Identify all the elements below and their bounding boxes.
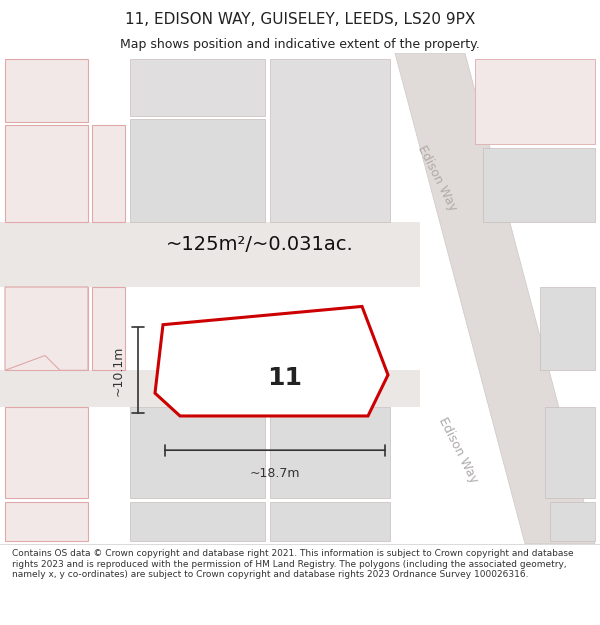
Bar: [0, 371, 420, 407]
Bar: [270, 501, 390, 541]
Polygon shape: [5, 287, 88, 371]
Bar: [475, 59, 595, 144]
Polygon shape: [395, 53, 595, 544]
Bar: [130, 501, 265, 541]
Text: ~125m²/~0.031ac.: ~125m²/~0.031ac.: [166, 235, 353, 254]
Text: ~10.1m: ~10.1m: [112, 345, 125, 396]
Bar: [550, 501, 595, 541]
Bar: [130, 119, 265, 222]
Bar: [483, 148, 595, 222]
Bar: [540, 287, 595, 371]
Bar: [130, 59, 265, 116]
Bar: [545, 407, 595, 498]
Text: Edison Way: Edison Way: [415, 144, 459, 214]
Bar: [0, 222, 420, 287]
Text: ~18.7m: ~18.7m: [250, 466, 300, 479]
Bar: [130, 407, 265, 498]
Polygon shape: [5, 59, 88, 122]
Bar: [270, 407, 390, 498]
Polygon shape: [92, 125, 125, 222]
Polygon shape: [475, 59, 595, 144]
Text: Contains OS data © Crown copyright and database right 2021. This information is : Contains OS data © Crown copyright and d…: [12, 549, 574, 579]
Polygon shape: [92, 287, 125, 371]
Polygon shape: [5, 125, 88, 222]
Polygon shape: [5, 287, 88, 371]
Text: 11: 11: [267, 366, 302, 389]
Polygon shape: [5, 407, 88, 498]
Text: Edison Way: Edison Way: [436, 415, 480, 485]
Polygon shape: [5, 501, 88, 541]
Text: 11, EDISON WAY, GUISELEY, LEEDS, LS20 9PX: 11, EDISON WAY, GUISELEY, LEEDS, LS20 9P…: [125, 12, 475, 27]
Polygon shape: [155, 306, 388, 416]
Text: Map shows position and indicative extent of the property.: Map shows position and indicative extent…: [120, 38, 480, 51]
Bar: [270, 59, 390, 222]
